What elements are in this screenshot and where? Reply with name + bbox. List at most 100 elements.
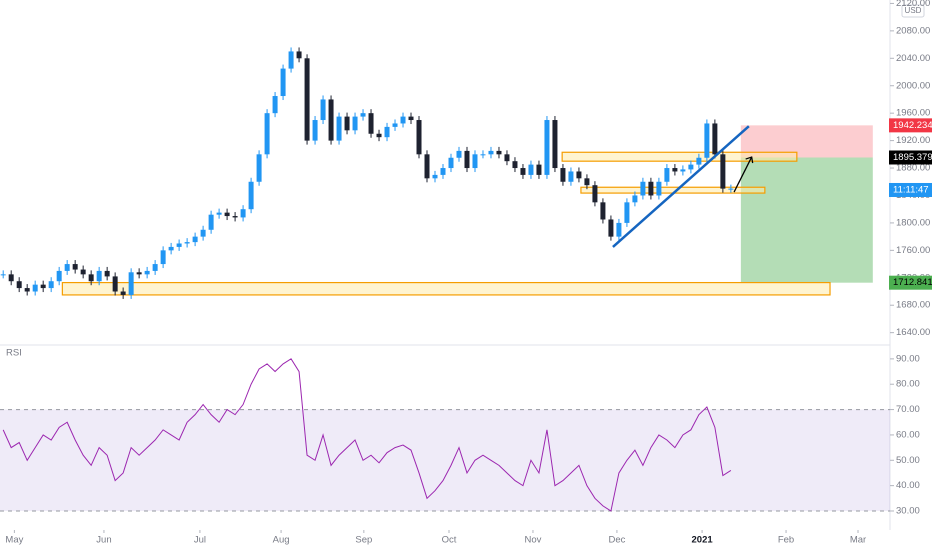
candle: [712, 123, 718, 155]
candle: [16, 281, 22, 289]
candle: [632, 195, 638, 203]
candle: [328, 99, 334, 141]
candle: [528, 164, 534, 175]
y-tick-label: 1680.00: [896, 300, 930, 311]
x-tick-label: Aug: [273, 535, 290, 546]
candle: [616, 222, 622, 237]
candle: [32, 284, 38, 292]
rsi-tick-label: 70.00: [896, 404, 920, 415]
candle: [352, 116, 358, 131]
candle: [456, 150, 462, 158]
candle: [664, 168, 670, 182]
candle: [480, 154, 486, 156]
candle: [248, 181, 254, 210]
currency: USD: [905, 6, 922, 15]
candle: [608, 219, 614, 237]
candle: [512, 161, 518, 169]
price-tag-label: 1895.379: [893, 152, 932, 163]
candle: [680, 169, 686, 172]
stop-zone: [740, 157, 873, 283]
y-tick-label: 1640.00: [896, 327, 930, 338]
candle: [112, 276, 118, 292]
candle: [720, 154, 726, 189]
candle: [432, 174, 438, 179]
candle: [216, 212, 222, 215]
x-tick-label: Jul: [194, 535, 206, 546]
candle: [96, 270, 102, 282]
candle: [472, 154, 478, 169]
y-tick-label: 1880.00: [896, 163, 930, 174]
candle: [184, 242, 190, 244]
rsi-tick-label: 50.00: [896, 455, 920, 466]
candle: [256, 154, 262, 182]
candle: [408, 116, 414, 121]
candle: [240, 209, 246, 218]
zone: [61, 281, 831, 296]
candle: [640, 181, 646, 196]
candle: [496, 150, 502, 155]
candle: [536, 164, 542, 175]
rsi-tick-label: 30.00: [896, 506, 920, 517]
price-tag: [889, 275, 932, 290]
candle: [208, 214, 214, 230]
price-tag-label: 1942.234: [893, 120, 932, 131]
candle: [672, 168, 678, 172]
price-tag-label: 1712.841: [893, 277, 932, 288]
candle: [64, 264, 70, 271]
candle: [544, 120, 550, 175]
candle: [224, 212, 230, 217]
candle: [400, 116, 406, 124]
candle: [416, 120, 422, 155]
candle: [24, 288, 30, 292]
candle: [168, 246, 174, 251]
candle: [464, 150, 470, 169]
x-tick-label: Dec: [608, 535, 625, 546]
candle: [384, 126, 390, 138]
candle: [152, 264, 158, 271]
candle: [320, 99, 326, 121]
y-tick-label: 2040.00: [896, 53, 930, 64]
y-tick-label: 2000.00: [896, 80, 930, 91]
candle: [600, 202, 606, 220]
candle: [488, 150, 494, 155]
candle: [344, 116, 350, 131]
price-tag: [889, 182, 932, 197]
candle: [424, 154, 430, 179]
candle: [368, 113, 374, 134]
candle: [280, 68, 286, 97]
y-tick-label: 1960.00: [896, 108, 930, 119]
y-tick-label: 2120.00: [896, 0, 930, 9]
x-tick-label: 2021: [692, 535, 714, 546]
arrow-head: [745, 156, 754, 164]
rsi-tick-label: 80.00: [896, 379, 920, 390]
candle: [448, 157, 454, 169]
candle: [264, 113, 270, 155]
candle: [136, 272, 142, 275]
x-tick-label: Oct: [442, 535, 457, 546]
arrow: [733, 156, 753, 193]
candle: [592, 185, 598, 203]
candle: [648, 181, 654, 196]
candle: [520, 168, 526, 175]
candle: [48, 281, 54, 289]
candle: [728, 188, 734, 190]
candle: [704, 123, 710, 158]
candle: [128, 272, 134, 295]
y-tick-label: 1760.00: [896, 245, 930, 256]
candle: [312, 120, 318, 141]
x-tick-label: Nov: [525, 535, 542, 546]
candle: [288, 51, 294, 69]
candle: [560, 168, 566, 182]
candle: [144, 270, 150, 275]
price-tag: [889, 118, 932, 133]
trendline: [612, 125, 750, 248]
candle: [120, 291, 126, 295]
candle: [568, 171, 574, 182]
candle: [56, 270, 62, 282]
candle: [376, 133, 382, 138]
zone: [561, 151, 798, 162]
y-tick-label: 2080.00: [896, 25, 930, 36]
candle: [624, 202, 630, 223]
candle: [504, 154, 510, 162]
